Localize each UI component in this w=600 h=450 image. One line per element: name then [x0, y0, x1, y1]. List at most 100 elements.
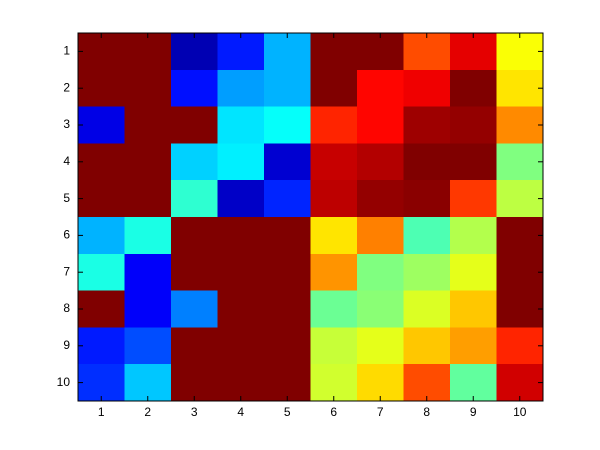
heatmap-cell [496, 143, 543, 181]
heatmap-cell [124, 143, 171, 181]
x-tick-label: 4 [237, 405, 244, 419]
heatmap-cell [124, 33, 171, 70]
heatmap-cell [217, 253, 264, 291]
heatmap-cell [171, 33, 218, 70]
heatmap-cell [171, 143, 218, 181]
heatmap-cell [310, 364, 357, 401]
heatmap-cell [171, 327, 218, 365]
heatmap-cell [264, 253, 311, 291]
x-tick-label: 2 [144, 405, 151, 419]
heatmap-cell [124, 217, 171, 254]
x-tick-label: 9 [470, 405, 477, 419]
heatmap-cell [357, 69, 404, 107]
heatmap-cell [78, 290, 125, 328]
heatmap-cell [217, 217, 264, 254]
heatmap-cell [403, 69, 450, 107]
heatmap-cell [403, 364, 450, 401]
heatmap-cell [217, 290, 264, 328]
heatmap-cell [171, 290, 218, 328]
heatmap-cell [357, 364, 404, 401]
y-tick-label: 9 [63, 338, 70, 352]
x-tick-label: 10 [513, 405, 527, 419]
x-tick-label: 1 [98, 405, 105, 419]
heatmap-cell [264, 69, 311, 107]
heatmap-cell [450, 33, 497, 70]
heatmap-cell [310, 69, 357, 107]
heatmap-cell [171, 217, 218, 254]
heatmap-cell [124, 69, 171, 107]
y-tick-label: 10 [57, 375, 71, 389]
heatmap-cell [450, 106, 497, 144]
heatmap-cell [310, 217, 357, 254]
heatmap-cell [496, 180, 543, 217]
heatmap-cell [403, 290, 450, 328]
heatmap-cell [78, 253, 125, 291]
heatmap-cell [217, 106, 264, 144]
x-tick-label: 3 [191, 405, 198, 419]
heatmap-cell [124, 106, 171, 144]
heatmap-cell [217, 143, 264, 181]
heatmap-cell [450, 143, 497, 181]
y-tick-label: 5 [63, 191, 70, 205]
heatmap-cell [496, 364, 543, 401]
heatmap-cell [403, 253, 450, 291]
heatmap-cell [217, 33, 264, 70]
heatmap-cell [217, 327, 264, 365]
heatmap-cell [171, 69, 218, 107]
heatmap-cell [496, 217, 543, 254]
heatmap-cell [78, 364, 125, 401]
heatmap-cell [171, 253, 218, 291]
heatmap-cell [357, 290, 404, 328]
heatmap-cell [403, 33, 450, 70]
heatmap-cell [124, 327, 171, 365]
x-tick-label: 5 [284, 405, 291, 419]
heatmap-cell [403, 327, 450, 365]
heatmap-cell [357, 217, 404, 254]
heatmap-cell [78, 217, 125, 254]
axes-box [77, 32, 544, 402]
y-tick-label: 2 [63, 80, 70, 94]
heatmap-cell [357, 33, 404, 70]
x-tick-label: 8 [423, 405, 430, 419]
heatmap-cell [357, 180, 404, 217]
heatmap-cell [310, 33, 357, 70]
heatmap-cell [171, 364, 218, 401]
heatmap-cell [450, 217, 497, 254]
heatmap-cell [310, 106, 357, 144]
heatmap-cell [496, 290, 543, 328]
heatmap-cell [357, 143, 404, 181]
heatmap-cell [450, 69, 497, 107]
heatmap-cell [264, 106, 311, 144]
heatmap-cell [496, 33, 543, 70]
heatmap-cell [310, 290, 357, 328]
heatmap-cell [264, 290, 311, 328]
heatmap-cell [78, 327, 125, 365]
heatmap-cell [124, 253, 171, 291]
heatmap-cell [450, 180, 497, 217]
y-tick-label: 4 [63, 154, 70, 168]
y-tick-label: 6 [63, 228, 70, 242]
y-tick-label: 8 [63, 301, 70, 315]
heatmap-cell [496, 327, 543, 365]
heatmap-cell [124, 290, 171, 328]
heatmap-cell [264, 364, 311, 401]
heatmap-cell [403, 180, 450, 217]
heatmap-cell [264, 180, 311, 217]
x-tick-label: 7 [377, 405, 384, 419]
heatmap-cell [310, 143, 357, 181]
heatmap-cell [403, 106, 450, 144]
heatmap-cell [450, 253, 497, 291]
heatmap-cell [450, 290, 497, 328]
heatmap-cell [264, 143, 311, 181]
heatmap-cell [217, 69, 264, 107]
heatmap-cell [78, 180, 125, 217]
y-tick-label: 7 [63, 264, 70, 278]
heatmap-cell [450, 327, 497, 365]
y-tick-label: 1 [63, 44, 70, 58]
heatmap-cell [496, 69, 543, 107]
heatmap-cell [171, 180, 218, 217]
y-tick-label: 3 [63, 117, 70, 131]
x-tick-label: 6 [330, 405, 337, 419]
heatmap-cell [357, 253, 404, 291]
